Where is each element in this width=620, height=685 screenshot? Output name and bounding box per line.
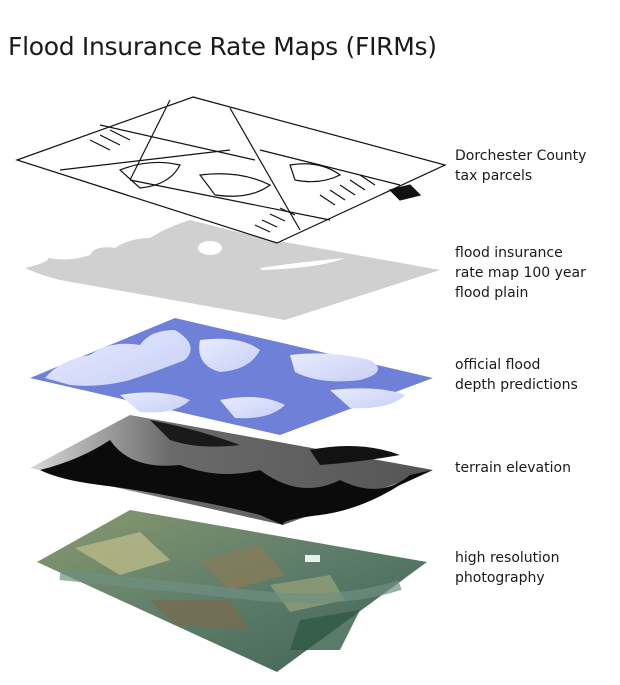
tax-parcels-layer [15,96,447,244]
flood-depth-layer [30,318,433,435]
flood-plain-layer [25,220,440,320]
label-tax-parcels: Dorchester County tax parcels [455,148,587,184]
label-flood-depth: official flood depth predictions [455,357,578,393]
label-photography: high resolution photography [455,550,560,586]
photography-layer [37,510,427,672]
diagram-title: Flood Insurance Rate Maps (FIRMs) [8,32,437,61]
terrain-layer [30,415,433,525]
label-terrain: terrain elevation [455,460,571,476]
label-flood-plain: flood insurance rate map 100 year flood … [455,245,586,301]
